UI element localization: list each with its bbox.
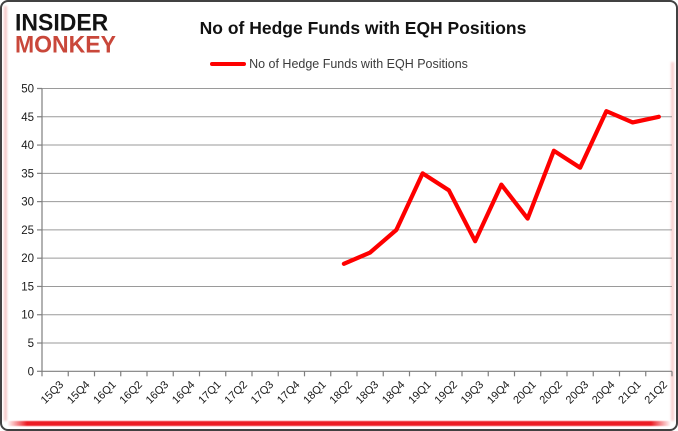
x-axis-label: 17Q1 xyxy=(196,379,224,407)
x-axis-label: 16Q3 xyxy=(144,379,172,407)
x-axis-label: 20Q3 xyxy=(564,379,592,407)
bottom-accent-bar xyxy=(7,421,671,426)
logo-line-insider: INSIDER xyxy=(15,8,109,36)
x-axis-label: 15Q4 xyxy=(65,379,93,407)
x-axis-label: 21Q1 xyxy=(616,379,644,407)
y-axis-label: 45 xyxy=(21,112,34,124)
x-axis-label: 18Q3 xyxy=(354,379,382,407)
insider-monkey-logo: INSIDER MONKEY xyxy=(15,8,145,58)
left-accent-glow xyxy=(4,6,7,421)
x-axis-label: 16Q1 xyxy=(91,379,119,407)
x-axis-label: 19Q1 xyxy=(406,379,434,407)
y-axis-label: 20 xyxy=(21,253,34,265)
y-axis-label: 10 xyxy=(21,310,34,322)
y-axis-label: 5 xyxy=(28,338,34,350)
x-axis-label: 18Q2 xyxy=(327,379,355,407)
legend: No of Hedge Funds with EQH Positions xyxy=(2,57,676,71)
y-axis-label: 35 xyxy=(21,168,34,180)
x-axis-label: 19Q4 xyxy=(485,379,513,407)
x-axis-label: 19Q3 xyxy=(459,379,487,407)
x-axis-label: 18Q4 xyxy=(380,379,408,407)
legend-label: No of Hedge Funds with EQH Positions xyxy=(249,57,468,71)
x-axis-label: 17Q2 xyxy=(222,379,250,407)
logo-line-monkey: MONKEY xyxy=(15,30,116,58)
y-axis-label: 25 xyxy=(21,225,34,237)
x-axis-label: 17Q3 xyxy=(249,379,277,407)
x-axis-label: 17Q4 xyxy=(275,379,303,407)
y-axis-label: 15 xyxy=(21,281,34,293)
y-axis-label: 0 xyxy=(28,366,34,378)
legend-line-swatch xyxy=(210,62,247,66)
y-axis-label: 40 xyxy=(21,140,34,152)
x-axis-label: 19Q2 xyxy=(432,379,460,407)
data-line xyxy=(341,109,661,266)
x-axis-label: 16Q4 xyxy=(170,379,198,407)
x-axis-label: 15Q3 xyxy=(39,379,67,407)
x-axis-label: 18Q1 xyxy=(301,379,329,407)
x-axis-label: 21Q2 xyxy=(642,379,670,407)
x-axis-label: 20Q1 xyxy=(511,379,539,407)
right-accent-glow xyxy=(671,62,674,421)
x-axis-label: 16Q2 xyxy=(117,379,145,407)
x-axis-label: 20Q2 xyxy=(537,379,565,407)
y-axis-label: 50 xyxy=(21,84,34,96)
chart-title: No of Hedge Funds with EQH Positions xyxy=(199,18,527,38)
y-axis-label: 30 xyxy=(21,197,34,209)
x-axis-label: 20Q4 xyxy=(590,379,618,407)
